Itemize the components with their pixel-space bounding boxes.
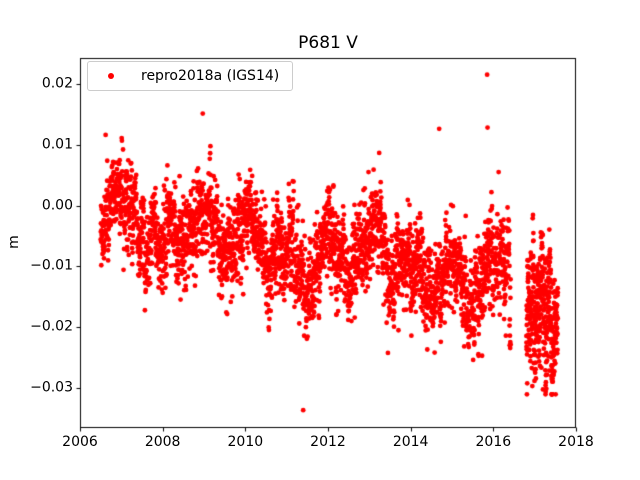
chart-title: P681 V [298, 33, 358, 53]
x-tick-label: 2010 [227, 433, 264, 450]
legend-label: repro2018a (IGS14) [141, 68, 280, 84]
x-tick-label: 2018 [558, 433, 594, 450]
y-tick-label: −0.01 [30, 257, 73, 274]
x-tick-label: 2016 [475, 433, 512, 450]
legend: repro2018a (IGS14) [87, 61, 294, 91]
x-tick-label: 2014 [392, 433, 429, 450]
x-tick-label: 2006 [62, 433, 98, 450]
y-tick-label: 0.02 [41, 75, 73, 92]
x-tick-label: 2012 [310, 433, 346, 450]
y-tick-label: 0.00 [41, 197, 73, 214]
legend-marker-dot [108, 73, 114, 79]
y-axis-label: m [6, 235, 22, 249]
x-tick-label: 2008 [144, 433, 181, 450]
y-tick-label: −0.03 [30, 379, 73, 396]
y-tick-label: 0.01 [41, 136, 73, 153]
y-tick-label: −0.02 [30, 318, 73, 335]
